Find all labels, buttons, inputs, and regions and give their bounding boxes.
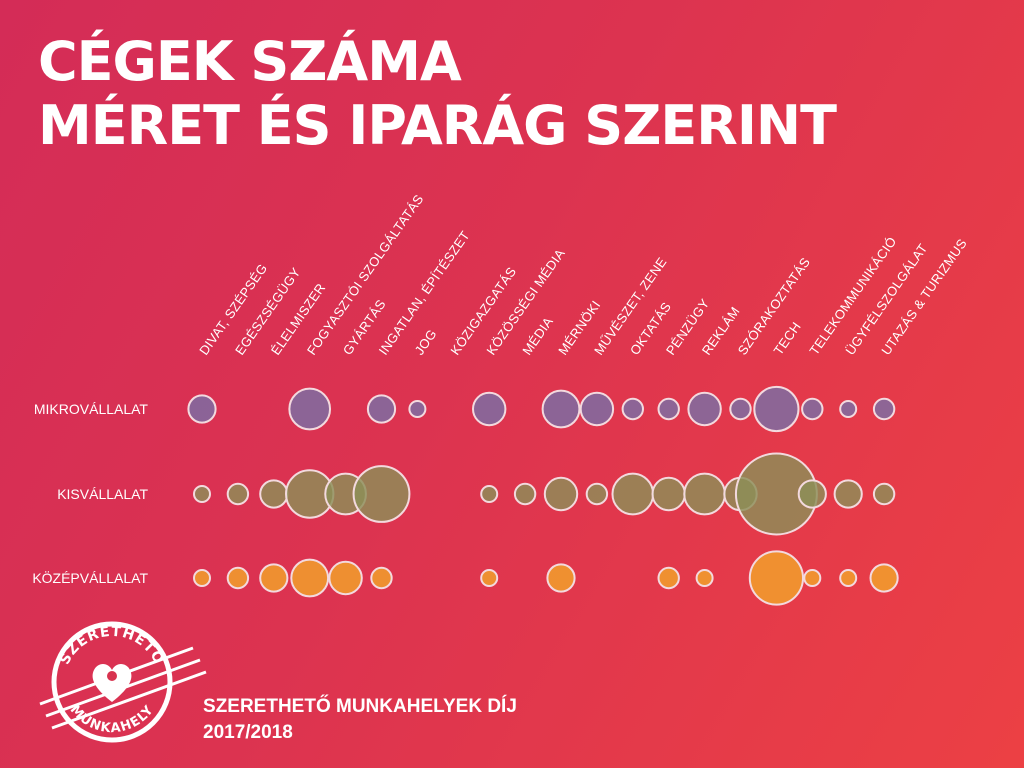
bubble xyxy=(579,391,615,427)
bubble xyxy=(259,479,289,509)
bubble xyxy=(193,569,211,587)
bubble xyxy=(352,465,411,523)
heart-pin-dot xyxy=(107,671,117,681)
bubble xyxy=(408,400,427,418)
bubble xyxy=(226,566,250,590)
bubble xyxy=(833,479,863,509)
category-label: TECH xyxy=(771,319,804,358)
footer-year: 2017/2018 xyxy=(203,722,293,743)
bubble xyxy=(657,397,680,421)
bubble xyxy=(651,476,686,512)
bubble xyxy=(753,385,800,433)
bubble xyxy=(226,482,250,506)
category-label: JOG xyxy=(412,326,440,357)
bubble xyxy=(288,387,332,431)
bubble xyxy=(193,485,211,503)
bubble xyxy=(869,563,899,593)
szeretheto-munkahely-logo: SZERETHETŐ MUNKAHELY xyxy=(39,621,207,743)
bubble xyxy=(683,472,726,516)
footer-award: SZERETHETŐ MUNKAHELYEK DÍJ xyxy=(203,696,517,717)
bubble xyxy=(797,479,827,509)
bubble xyxy=(585,482,609,506)
row-label: KÖZÉPVÁLLALAT xyxy=(32,569,148,586)
bubble xyxy=(541,389,581,429)
logo-ring xyxy=(51,621,173,743)
bubble xyxy=(872,482,896,506)
bubble xyxy=(687,391,722,427)
bubble xyxy=(748,550,805,606)
heart-pin-icon xyxy=(92,664,132,702)
bubble xyxy=(801,397,824,421)
bubble xyxy=(259,563,289,593)
bubble xyxy=(290,558,330,598)
bubble xyxy=(370,566,393,590)
row-label: KISVÁLLALAT xyxy=(57,486,148,502)
bubble xyxy=(729,397,752,421)
bubble xyxy=(872,397,896,421)
bubble xyxy=(471,391,507,427)
chart-title: CÉGEK SZÁMA MÉRET ÉS IPARÁG SZERINT xyxy=(38,30,837,158)
category-label: EGÉSZSÉGÜGY xyxy=(232,265,303,358)
bubble xyxy=(328,560,363,596)
footer: SZERETHETŐ MUNKAHELYEK DÍJ 2017/2018 xyxy=(203,694,517,746)
category-label: SZÓRAKOZTATÁS xyxy=(735,255,813,358)
category-label: MÉDIA xyxy=(519,314,556,358)
bubble xyxy=(695,569,714,587)
bubble xyxy=(839,400,858,418)
bubble xyxy=(187,394,217,424)
bubble xyxy=(480,569,499,587)
bubble xyxy=(513,482,537,506)
bubble xyxy=(366,394,397,424)
logo-text-top: SZERETHETŐ xyxy=(57,624,168,668)
bubble xyxy=(803,569,822,587)
bubble xyxy=(621,397,644,421)
chart-title-line2: MÉRET ÉS IPARÁG SZERINT xyxy=(38,94,837,157)
bubble xyxy=(657,566,680,590)
bubble xyxy=(543,476,579,512)
category-label: KÖZIGAZGATÁS xyxy=(447,264,519,358)
bubble xyxy=(611,472,655,516)
svg-text:SZERETHETŐ: SZERETHETŐ xyxy=(57,624,169,668)
row-label: MIKROVÁLLALAT xyxy=(34,401,149,417)
chart-title-line1: CÉGEK SZÁMA xyxy=(38,30,462,93)
bubble xyxy=(546,563,576,593)
bubble xyxy=(839,569,858,587)
bubble xyxy=(480,485,499,503)
